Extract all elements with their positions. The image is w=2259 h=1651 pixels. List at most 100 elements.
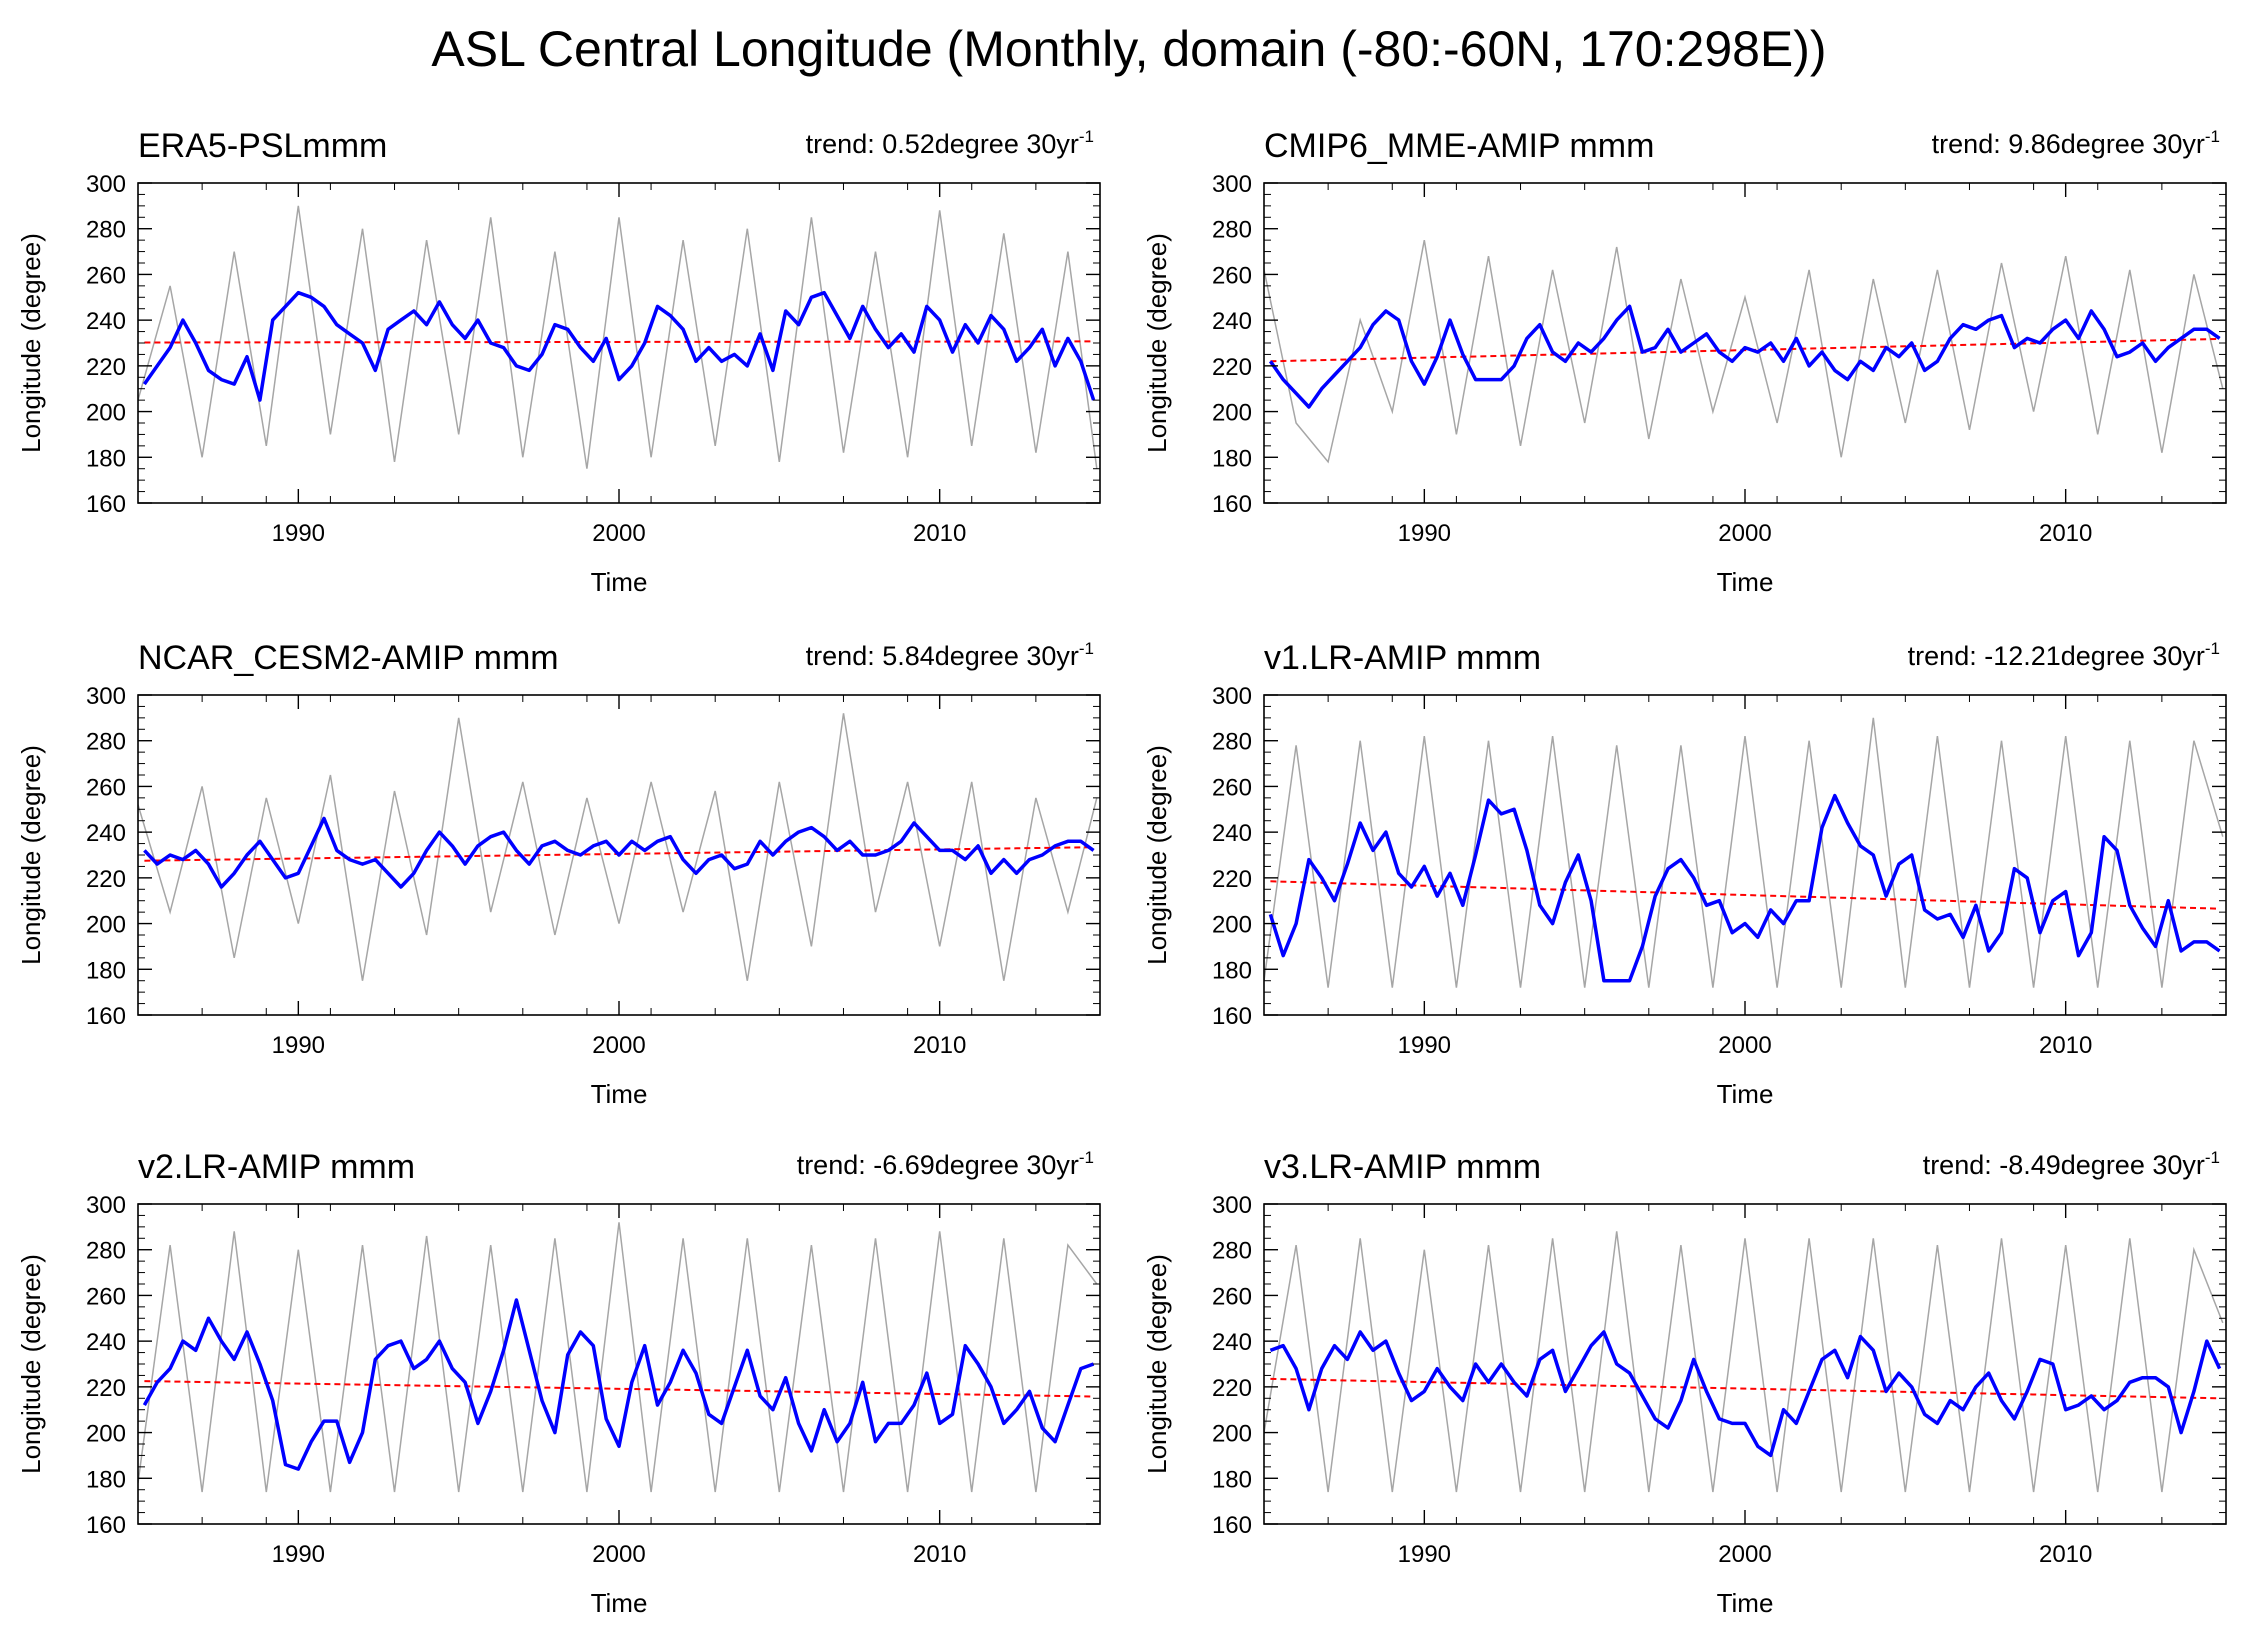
smooth-series-line bbox=[143, 816, 1095, 889]
y-tick-label: 280 bbox=[86, 217, 126, 244]
y-axis-label: Longitude (degree) bbox=[1142, 1254, 1172, 1474]
y-tick-label: 260 bbox=[86, 774, 126, 801]
y-tick-label: 280 bbox=[1212, 729, 1252, 756]
plot-area bbox=[138, 713, 1098, 981]
chart-panel: 160 180 200 220 240 260 280 300 1990 2000 2010 Time… bbox=[1142, 639, 2227, 1109]
x-tick-label: 1990 bbox=[1398, 1032, 1451, 1059]
trend-text: trend: 9.86degree 30yr bbox=[1932, 129, 2205, 159]
plot-area bbox=[138, 205, 1098, 469]
y-axis-label: Longitude (degree) bbox=[1142, 745, 1172, 965]
trend-unit-superscript: -1 bbox=[1079, 127, 1094, 146]
trend-label: trend: -8.49degree 30yr-1 bbox=[1923, 1148, 2220, 1180]
y-tick-label: 260 bbox=[1212, 1283, 1252, 1310]
y-tick-label: 300 bbox=[1212, 683, 1252, 710]
raw-series-line bbox=[1264, 1231, 2224, 1493]
trend-label: trend: -12.21degree 30yr-1 bbox=[1908, 639, 2220, 671]
y-tick-label: 300 bbox=[86, 1192, 126, 1219]
y-tick-label: 160 bbox=[86, 491, 126, 518]
chart-panel: 160 180 200 220 240 260 280 300 1990 2000 2010 Time… bbox=[1142, 1148, 2227, 1618]
plot-area bbox=[1264, 1231, 2224, 1493]
x-tick-label: 2010 bbox=[913, 1541, 966, 1568]
x-tick-label: 2000 bbox=[1718, 1032, 1771, 1059]
smooth-series-line bbox=[1268, 304, 2221, 409]
trend-series-line bbox=[144, 340, 1094, 344]
smooth-series-line bbox=[142, 290, 1096, 402]
x-axis-label: Time bbox=[1717, 567, 1774, 597]
y-tick-label: 280 bbox=[86, 1238, 126, 1265]
panel-title: NCAR_CESM2-AMIP mmm bbox=[138, 639, 559, 677]
x-tick-label: 1990 bbox=[272, 1541, 325, 1568]
y-tick-label: 160 bbox=[1212, 1512, 1252, 1539]
trend-label: trend: 0.52degree 30yr-1 bbox=[806, 127, 1094, 159]
y-tick-label: 260 bbox=[86, 262, 126, 289]
x-tick-label: 1990 bbox=[272, 520, 325, 547]
y-tick-label: 220 bbox=[1212, 1375, 1252, 1402]
trend-unit-superscript: -1 bbox=[1079, 1148, 1094, 1167]
y-tick-label: 200 bbox=[1212, 912, 1252, 939]
panel-title: v3.LR-AMIP mmm bbox=[1264, 1148, 1541, 1186]
y-tick-label: 180 bbox=[1212, 1466, 1252, 1493]
y-tick-label: 240 bbox=[1212, 820, 1252, 847]
y-tick-label: 220 bbox=[1212, 354, 1252, 381]
y-tick-label: 220 bbox=[86, 354, 126, 381]
y-tick-label: 240 bbox=[86, 1329, 126, 1356]
x-axis-label: Time bbox=[1717, 1079, 1774, 1109]
y-tick-label: 220 bbox=[86, 866, 126, 893]
y-tick-label: 260 bbox=[1212, 262, 1252, 289]
x-tick-label: 2010 bbox=[2039, 520, 2092, 547]
trend-text: trend: 0.52degree 30yr bbox=[806, 129, 1079, 159]
x-tick-label: 2010 bbox=[913, 520, 966, 547]
trend-label: trend: 5.84degree 30yr-1 bbox=[806, 639, 1094, 671]
y-tick-label: 240 bbox=[86, 308, 126, 335]
y-tick-label: 300 bbox=[86, 171, 126, 198]
y-tick-label: 200 bbox=[1212, 400, 1252, 427]
x-tick-label: 2000 bbox=[592, 520, 645, 547]
trend-unit-superscript: -1 bbox=[1079, 639, 1094, 658]
y-tick-label: 240 bbox=[86, 820, 126, 847]
x-tick-label: 2010 bbox=[913, 1032, 966, 1059]
trend-label: trend: -6.69degree 30yr-1 bbox=[797, 1148, 1094, 1180]
smooth-series-line bbox=[1268, 793, 2221, 983]
x-axis-label: Time bbox=[1717, 1588, 1774, 1618]
x-axis-label: Time bbox=[591, 1588, 648, 1618]
trend-unit-superscript: -1 bbox=[2205, 1148, 2220, 1167]
y-tick-label: 280 bbox=[1212, 217, 1252, 244]
trend-text: trend: -8.49degree 30yr bbox=[1923, 1150, 2205, 1180]
y-tick-label: 180 bbox=[86, 957, 126, 984]
y-tick-label: 280 bbox=[1212, 1238, 1252, 1265]
y-tick-label: 200 bbox=[1212, 1421, 1252, 1448]
x-tick-label: 1990 bbox=[272, 1032, 325, 1059]
trend-text: trend: -6.69degree 30yr bbox=[797, 1150, 1079, 1180]
y-tick-label: 160 bbox=[1212, 1003, 1252, 1030]
trend-text: trend: 5.84degree 30yr bbox=[806, 641, 1079, 671]
raw-series-line bbox=[138, 205, 1098, 469]
y-tick-label: 220 bbox=[86, 1375, 126, 1402]
x-tick-label: 2000 bbox=[1718, 1541, 1771, 1568]
trend-unit-superscript: -1 bbox=[2205, 639, 2220, 658]
y-axis-label: Longitude (degree) bbox=[16, 1254, 46, 1474]
x-axis-label: Time bbox=[591, 1079, 648, 1109]
panel-title: v2.LR-AMIP mmm bbox=[138, 1148, 415, 1186]
raw-series-line bbox=[138, 713, 1098, 981]
smooth-series-line bbox=[142, 1298, 1095, 1471]
y-axis-label: Longitude (degree) bbox=[16, 745, 46, 965]
chart-panel: 160 180 200 220 240 260 280 300 1990 2000 2010 Time… bbox=[16, 1148, 1101, 1618]
x-tick-label: 2010 bbox=[2039, 1541, 2092, 1568]
y-tick-label: 180 bbox=[1212, 957, 1252, 984]
trend-series-line bbox=[144, 1380, 1094, 1398]
panel-title: CMIP6_MME-AMIP mmm bbox=[1264, 127, 1654, 165]
trend-text: trend: -12.21degree 30yr bbox=[1908, 641, 2205, 671]
x-tick-label: 1990 bbox=[1398, 520, 1451, 547]
x-tick-label: 2000 bbox=[592, 1541, 645, 1568]
y-tick-label: 240 bbox=[1212, 1329, 1252, 1356]
figure-title: ASL Central Longitude (Monthly, domain (… bbox=[431, 21, 1826, 77]
trend-label: trend: 9.86degree 30yr-1 bbox=[1932, 127, 2220, 159]
panel-title: ERA5-PSLmmm bbox=[138, 127, 387, 165]
y-tick-label: 220 bbox=[1212, 866, 1252, 893]
y-tick-label: 180 bbox=[1212, 445, 1252, 472]
x-tick-label: 1990 bbox=[1398, 1541, 1451, 1568]
y-tick-label: 300 bbox=[1212, 1192, 1252, 1219]
plot-area bbox=[1264, 717, 2224, 988]
y-tick-label: 180 bbox=[86, 1466, 126, 1493]
